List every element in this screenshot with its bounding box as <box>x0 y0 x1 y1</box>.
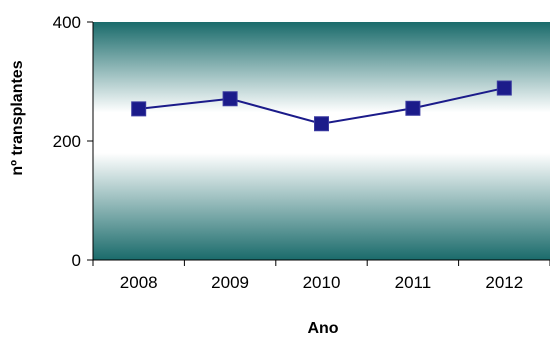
series-layer <box>131 80 512 132</box>
data-point <box>222 91 238 107</box>
data-point <box>314 116 329 132</box>
data-point <box>405 100 421 116</box>
x-tick-label: 2012 <box>485 273 523 292</box>
y-axis: 0 200 400 <box>53 13 94 270</box>
y-axis-title: nº transplantes <box>9 60 26 175</box>
x-tick-label: 2010 <box>303 273 341 292</box>
x-axis: 2008 2009 2010 2011 2012 <box>92 259 550 292</box>
x-tick-label: 2009 <box>211 273 249 292</box>
y-tick-label: 200 <box>53 132 81 151</box>
y-tick-label: 0 <box>72 251 81 270</box>
x-axis-title: Ano <box>307 320 338 337</box>
data-point <box>496 80 512 96</box>
data-point <box>131 101 147 117</box>
y-tick-label: 400 <box>53 13 81 32</box>
x-tick-label: 2008 <box>120 273 158 292</box>
x-tick-label: 2011 <box>395 273 432 292</box>
plot-area <box>93 22 550 260</box>
